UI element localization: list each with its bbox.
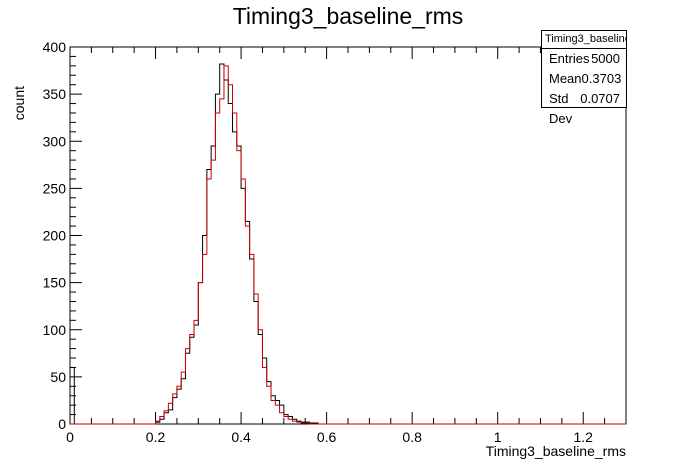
x-tick-label: 0.8 [402, 429, 422, 445]
histogram-series-1 [70, 65, 626, 425]
y-tick-label: 100 [43, 322, 67, 338]
stats-row-stddev: Std Dev 0.0707 [542, 89, 626, 126]
x-axis-label: Timing3_baseline_rms [486, 443, 626, 459]
y-tick-label: 150 [43, 275, 67, 291]
y-tick-label: 0 [58, 416, 66, 432]
x-tick-label: 0.4 [231, 429, 251, 445]
y-axis-label: count [11, 86, 27, 120]
y-tick-label: 250 [43, 180, 67, 196]
stats-row-mean: Mean 0.3703 [542, 69, 626, 89]
stats-value: 5000 [591, 51, 620, 66]
y-tick-label: 350 [43, 86, 67, 102]
x-tick-label: 0 [66, 429, 74, 445]
tick-labels: 0 0.2 0.4 0.6 0.8 1 1.2 0 50 100 150 200 250 300 350 40… [43, 39, 594, 445]
stats-box: Timing3_baseline_rms Entries 5000 Mean 0… [541, 30, 627, 126]
stats-value: 0.0707 [580, 91, 620, 106]
y-tick-label: 300 [43, 133, 67, 149]
stats-label: Std Dev [549, 91, 573, 126]
y-tick-label: 400 [43, 39, 67, 55]
x-tick-label: 0.6 [317, 429, 337, 445]
stats-row-entries: Entries 5000 [542, 49, 626, 69]
stats-label: Mean [549, 71, 582, 86]
y-tick-label: 50 [50, 369, 66, 385]
x-tick-label: 0.2 [146, 429, 166, 445]
stats-title: Timing3_baseline_rms [542, 31, 626, 49]
stats-value: 0.3703 [581, 71, 622, 86]
axis-ticks [69, 46, 627, 425]
x-tick-label: 1.2 [573, 429, 593, 445]
x-tick-label: 1 [494, 429, 502, 445]
chart-title: Timing3_baseline_rms [233, 3, 464, 29]
y-tick-label: 200 [43, 228, 67, 244]
stats-label: Entries [549, 51, 590, 66]
histogram-series [69, 63, 626, 425]
histogram-series-0 [69, 63, 626, 425]
